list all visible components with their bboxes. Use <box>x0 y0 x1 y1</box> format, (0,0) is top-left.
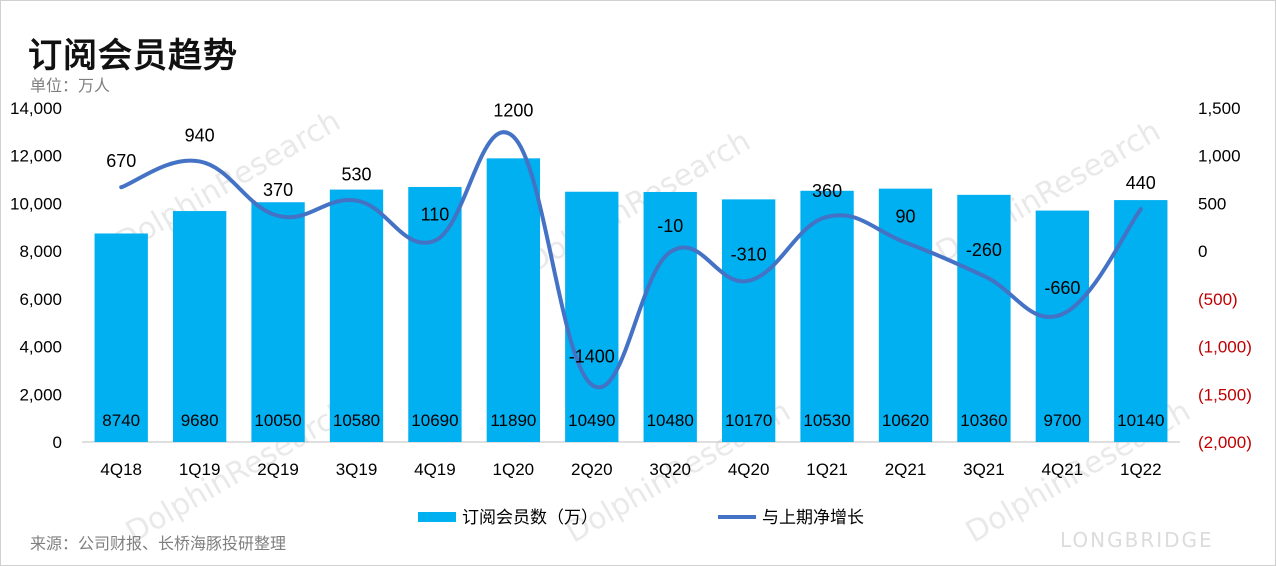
line-data-label: 440 <box>1126 173 1156 193</box>
x-tick-label: 3Q20 <box>649 460 691 479</box>
bar-data-label: 10360 <box>960 411 1007 430</box>
y-right-tick-label: 1,500 <box>1198 99 1241 118</box>
x-tick-label: 4Q21 <box>1042 460 1084 479</box>
bar <box>800 190 854 442</box>
line-data-label: -310 <box>731 245 767 265</box>
y-left-tick-label: 14,000 <box>10 99 62 118</box>
bar-data-label: 11890 <box>490 411 536 430</box>
y-right-tick-label: 1,000 <box>1198 147 1241 166</box>
bar <box>172 211 227 442</box>
bar <box>1035 210 1090 442</box>
bar-data-label: 10530 <box>803 411 850 430</box>
line-data-label: -660 <box>1044 278 1080 298</box>
bar-data-label: 10140 <box>1117 411 1164 430</box>
bar-data-label: 8740 <box>102 411 140 430</box>
y-left-tick-label: 10,000 <box>10 194 62 213</box>
y-left-tick-label: 12,000 <box>10 147 62 166</box>
x-tick-label: 4Q20 <box>728 460 770 479</box>
bar <box>408 186 462 442</box>
bar <box>329 189 384 442</box>
bar <box>721 199 776 442</box>
x-tick-label: 2Q19 <box>257 460 299 479</box>
x-tick-label: 4Q19 <box>414 460 456 479</box>
line-data-label: 940 <box>185 125 215 145</box>
bar-data-label: 10690 <box>411 411 458 430</box>
bar-data-label: 10620 <box>882 411 929 430</box>
chart-title: 订阅会员趋势 <box>28 36 238 76</box>
y-right-tick-label: (2,000) <box>1198 433 1252 452</box>
line-data-label: 110 <box>421 205 450 225</box>
legend-line-label: 与上期净增长 <box>762 508 864 528</box>
x-tick-label: 2Q21 <box>885 460 927 479</box>
bar-data-label: 9680 <box>181 411 219 430</box>
bar <box>878 188 933 442</box>
x-tick-label: 1Q21 <box>806 460 848 479</box>
bar <box>565 191 619 442</box>
x-tick-label: 3Q19 <box>336 460 378 479</box>
line-data-label: -260 <box>966 240 1002 260</box>
line-data-label: 1200 <box>493 101 533 121</box>
watermark-brand: LONGBRIDGE <box>1060 528 1214 552</box>
line-data-label: -1400 <box>569 347 615 367</box>
series-line <box>119 130 1143 390</box>
line-data-label: 530 <box>341 165 371 185</box>
bar <box>251 202 305 442</box>
y-right-tick-label: 500 <box>1198 194 1226 213</box>
x-tick-label: 1Q22 <box>1120 460 1162 479</box>
y-left-tick-label: 4,000 <box>19 338 62 357</box>
legend-bar-swatch <box>418 512 456 522</box>
source-note: 来源：公司财报、长桥海豚投研整理 <box>30 534 287 553</box>
line-data-label: 370 <box>263 180 293 200</box>
y-right-tick-label: (500) <box>1198 290 1238 309</box>
line-data-label: 670 <box>106 151 136 171</box>
x-tick-label: 3Q21 <box>963 460 1005 479</box>
y-right-tick-label: (1,000) <box>1198 338 1252 357</box>
y-left-tick-label: 2,000 <box>19 385 62 404</box>
bar-data-label: 10580 <box>333 411 380 430</box>
line-data-label: -10 <box>657 216 683 236</box>
bar <box>643 191 697 442</box>
bar-data-label: 10480 <box>647 411 694 430</box>
x-tick-label: 4Q18 <box>100 460 142 479</box>
bar <box>957 194 1011 442</box>
line-data-label: 360 <box>812 181 842 201</box>
x-tick-label: 1Q19 <box>179 460 221 479</box>
bar <box>486 158 541 443</box>
x-tick-label: 2Q20 <box>571 460 613 479</box>
y-left-tick-label: 0 <box>53 433 62 452</box>
bar <box>94 233 148 442</box>
x-tick-label: 1Q20 <box>493 460 535 479</box>
unit-label: 单位：万人 <box>30 76 111 95</box>
y-left-tick-label: 8,000 <box>19 242 62 261</box>
bar-data-label: 9700 <box>1043 411 1081 430</box>
y-right-tick-label: (1,500) <box>1198 385 1252 404</box>
bar-data-label: 10050 <box>254 411 301 430</box>
legend-bar-label: 订阅会员数（万） <box>462 508 598 528</box>
bar-data-label: 10170 <box>725 411 772 430</box>
y-left-tick-label: 6,000 <box>19 290 62 309</box>
y-right-tick-label: 0 <box>1198 242 1207 261</box>
line-data-label: 90 <box>895 207 915 227</box>
bar-data-label: 10490 <box>568 411 615 430</box>
